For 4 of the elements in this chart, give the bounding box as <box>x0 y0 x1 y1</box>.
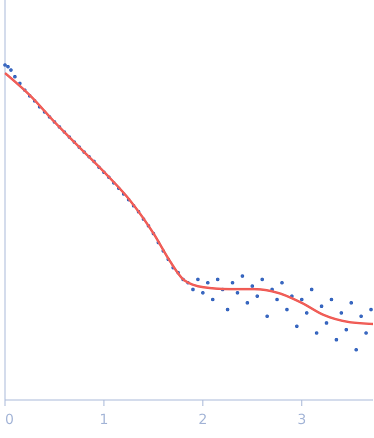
x-tick-label: 1 <box>99 412 108 428</box>
x-tick-label: 3 <box>297 412 306 428</box>
x-tick-label: 0 <box>5 412 14 428</box>
x-tick-label: 2 <box>198 412 208 428</box>
